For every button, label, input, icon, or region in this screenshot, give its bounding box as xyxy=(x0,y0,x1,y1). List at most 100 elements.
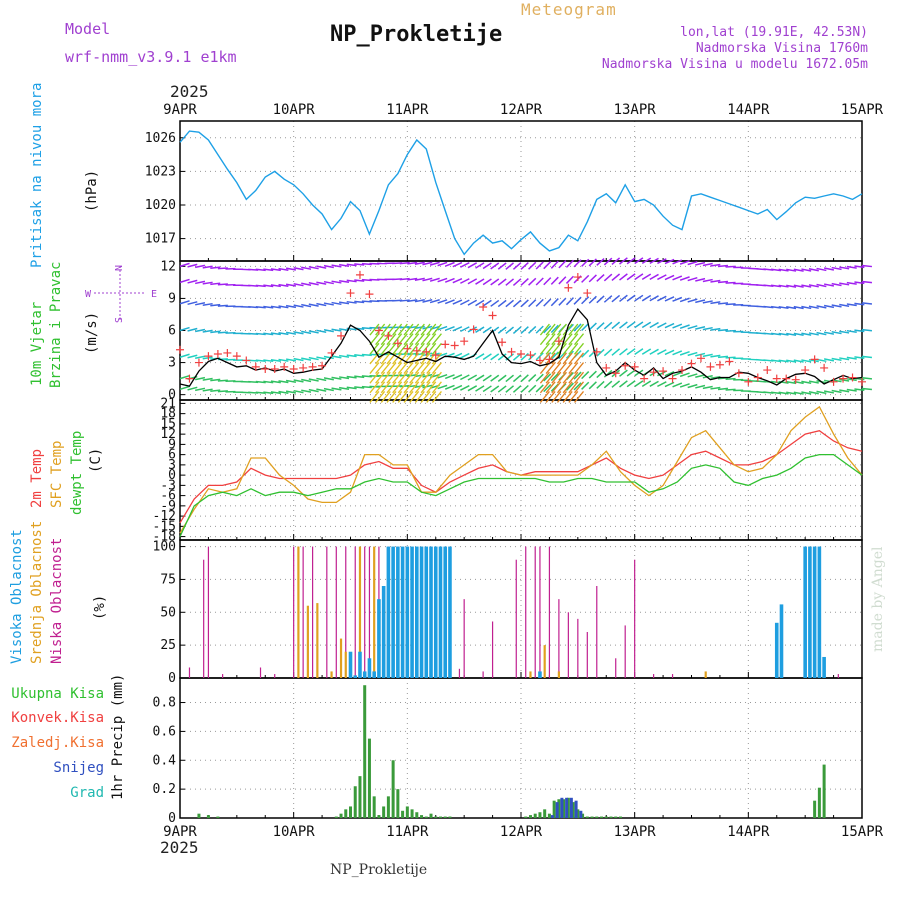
wind-arrow xyxy=(497,353,507,361)
wind-arrow xyxy=(603,273,613,282)
wind-arrow xyxy=(831,266,842,271)
wind-arrow xyxy=(839,389,850,393)
wind-arrow xyxy=(778,268,789,272)
wind-arrow xyxy=(482,385,492,393)
wind-arrow xyxy=(414,299,425,303)
wind-arrow xyxy=(710,263,721,267)
high-cloud-bar xyxy=(405,546,410,678)
wind-arrow xyxy=(195,355,206,360)
wind-arrow xyxy=(475,353,485,360)
total-precip-bar xyxy=(614,816,618,818)
wind-arrow xyxy=(808,268,819,272)
low-cloud-bar xyxy=(586,632,588,678)
wind-arrow-burst xyxy=(545,362,556,374)
wind-arrow-burst xyxy=(545,352,556,365)
total-precip-bar xyxy=(443,816,447,818)
wind-arrow xyxy=(475,385,485,392)
wind-arrow xyxy=(301,266,312,270)
sfc-temp-line xyxy=(179,405,863,534)
wind-arrow xyxy=(278,283,289,288)
wind-arrow xyxy=(725,356,736,359)
total-precip-bar xyxy=(382,806,386,818)
gust-marker xyxy=(640,374,649,383)
wind-arrow xyxy=(520,278,529,286)
gust-marker xyxy=(564,283,573,292)
wind-speed-line xyxy=(179,307,863,387)
wind-arrow xyxy=(831,330,842,335)
gust-marker xyxy=(592,347,601,356)
wind-arrow xyxy=(323,387,334,392)
wind-arrow-burst xyxy=(556,323,567,336)
wind-arrow xyxy=(823,331,835,335)
wind-arrow xyxy=(861,302,873,305)
wind-arrow xyxy=(823,283,835,287)
wind-arrow-burst xyxy=(556,371,567,384)
wind-arrow xyxy=(452,261,463,268)
wind-arrow xyxy=(285,267,297,271)
wind-arrow xyxy=(861,355,873,359)
low-cloud-bar xyxy=(671,674,674,678)
wind-arrow xyxy=(316,281,327,285)
wind-arrow xyxy=(399,299,410,302)
wind-arrow-burst xyxy=(380,362,391,374)
pressure-line xyxy=(179,130,863,256)
wind-arrow xyxy=(437,384,448,390)
low-cloud-bar xyxy=(312,546,314,678)
wind-arrow xyxy=(255,305,266,309)
wind-arrow-burst xyxy=(369,381,380,394)
x-tick-label-top: 10APR xyxy=(273,102,316,118)
wind-arrow xyxy=(505,385,515,393)
wind-arrow-burst xyxy=(551,333,562,346)
wind-arrow xyxy=(467,374,478,381)
wind-arrow xyxy=(217,267,228,270)
wind-arrow xyxy=(202,281,213,285)
wind-arrow xyxy=(619,273,628,281)
x-tick-label-top: 13APR xyxy=(614,102,657,118)
wind-arrow xyxy=(339,354,350,358)
wind-arrow xyxy=(786,332,797,336)
wind-arrow xyxy=(293,266,304,271)
gust-marker xyxy=(696,354,705,363)
total-precip-bar xyxy=(410,809,414,818)
wind-arrow xyxy=(687,325,698,330)
wind-arrow xyxy=(649,273,659,281)
gust-marker xyxy=(602,363,611,372)
wind-arrow xyxy=(187,301,198,306)
low-cloud-bar xyxy=(577,618,579,678)
wind-arrow xyxy=(293,379,304,383)
wind-arrow-burst xyxy=(409,371,420,384)
low-cloud-bar xyxy=(463,599,465,678)
wind-arrow-burst xyxy=(562,391,573,403)
compass-n: N xyxy=(114,265,125,271)
gust-marker xyxy=(355,270,364,279)
low-cloud-bar xyxy=(222,674,224,678)
total-precip-bar xyxy=(618,816,622,818)
total-precip-bar xyxy=(386,796,390,818)
gust-marker xyxy=(621,361,630,370)
wind-arrow xyxy=(581,296,590,305)
wind-arrow xyxy=(846,356,857,360)
gust-marker xyxy=(611,369,620,378)
snow-bar xyxy=(560,797,564,818)
wind-arrow-burst xyxy=(392,342,403,355)
y-tick-label: -3 xyxy=(160,478,176,493)
wind-arrow xyxy=(467,299,478,306)
wind-arrow xyxy=(808,380,819,384)
low-cloud-bar xyxy=(539,546,541,678)
wind-arrow-burst xyxy=(409,323,420,336)
wind-arrow xyxy=(565,275,574,284)
wind-arrow xyxy=(657,322,667,329)
wind-arrow xyxy=(679,324,690,329)
x-tick-label-bottom: 14APR xyxy=(727,824,770,840)
wind-arrow xyxy=(816,390,827,395)
wind-arrow xyxy=(710,386,721,390)
wind-arrow xyxy=(603,369,613,378)
wind-arrow xyxy=(414,261,425,265)
wind-arrow-burst xyxy=(426,362,437,374)
gust-marker xyxy=(715,360,724,369)
wind-arrow-burst xyxy=(375,333,386,346)
wind-arrow xyxy=(263,332,274,336)
wind-arrow xyxy=(187,279,198,284)
wind-arrow-burst xyxy=(397,381,408,394)
wind-arrow xyxy=(490,262,500,270)
